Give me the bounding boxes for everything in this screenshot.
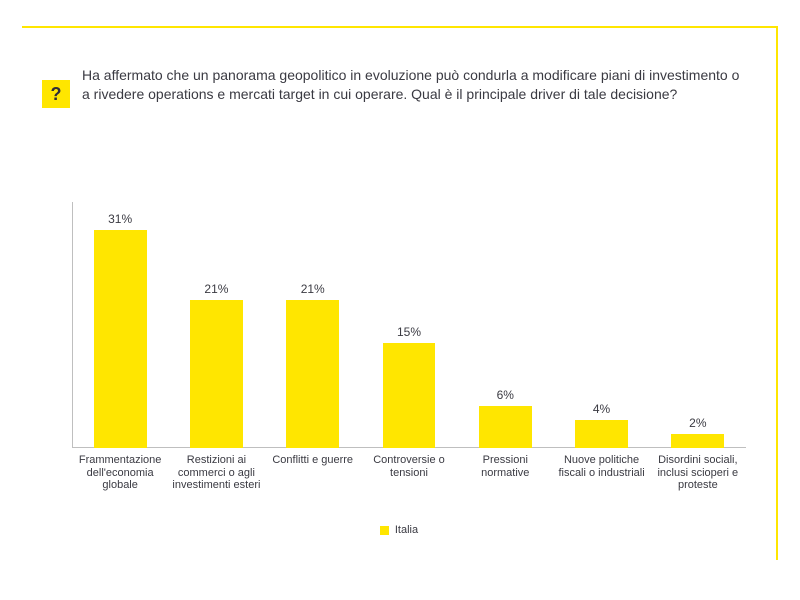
page-root: ? Ha affermato che un panorama geopoliti… <box>0 0 800 600</box>
bar-chart: 31%Frammentazione dell'economia globale2… <box>72 178 746 508</box>
bar-slot: 2%Disordini sociali, inclusi scioperi e … <box>650 202 746 448</box>
bar <box>190 300 243 448</box>
bar <box>671 434 724 448</box>
bar-slot: 31%Frammentazione dell'economia globale <box>72 202 168 448</box>
bars-container: 31%Frammentazione dell'economia globale2… <box>72 202 746 448</box>
category-label: Controversie o tensioni <box>361 448 457 479</box>
bar-slot: 21%Conflitti e guerre <box>265 202 361 448</box>
category-label: Restizioni ai commerci o agli investimen… <box>168 448 264 492</box>
question-text: Ha affermato che un panorama geopolitico… <box>82 66 746 104</box>
bar <box>575 420 628 448</box>
bar <box>383 343 436 448</box>
question-block: ? Ha affermato che un panorama geopoliti… <box>22 28 776 108</box>
content-frame: ? Ha affermato che un panorama geopoliti… <box>22 26 778 560</box>
bar-slot: 6%Pressioni normative <box>457 202 553 448</box>
bar-slot: 15%Controversie o tensioni <box>361 202 457 448</box>
bar-value-label: 4% <box>553 402 649 416</box>
bar-value-label: 15% <box>361 325 457 339</box>
bar-slot: 21%Restizioni ai commerci o agli investi… <box>168 202 264 448</box>
question-mark-icon: ? <box>42 80 70 108</box>
category-label: Pressioni normative <box>457 448 553 479</box>
category-label: Frammentazione dell'economia globale <box>72 448 168 492</box>
legend-swatch-icon <box>380 526 389 535</box>
category-label: Conflitti e guerre <box>265 448 361 467</box>
bar <box>286 300 339 448</box>
bar-value-label: 2% <box>650 416 746 430</box>
chart-legend: Italia <box>22 524 776 536</box>
category-label: Nuove politiche fiscali o industriali <box>553 448 649 479</box>
bar-value-label: 21% <box>265 282 361 296</box>
legend-label: Italia <box>395 524 418 536</box>
bar-value-label: 31% <box>72 212 168 226</box>
bar-slot: 4%Nuove politiche fiscali o industriali <box>553 202 649 448</box>
bar-value-label: 6% <box>457 388 553 402</box>
category-label: Disordini sociali, inclusi scioperi e pr… <box>650 448 746 492</box>
bar-value-label: 21% <box>168 282 264 296</box>
bar <box>94 230 147 448</box>
bar <box>479 406 532 448</box>
